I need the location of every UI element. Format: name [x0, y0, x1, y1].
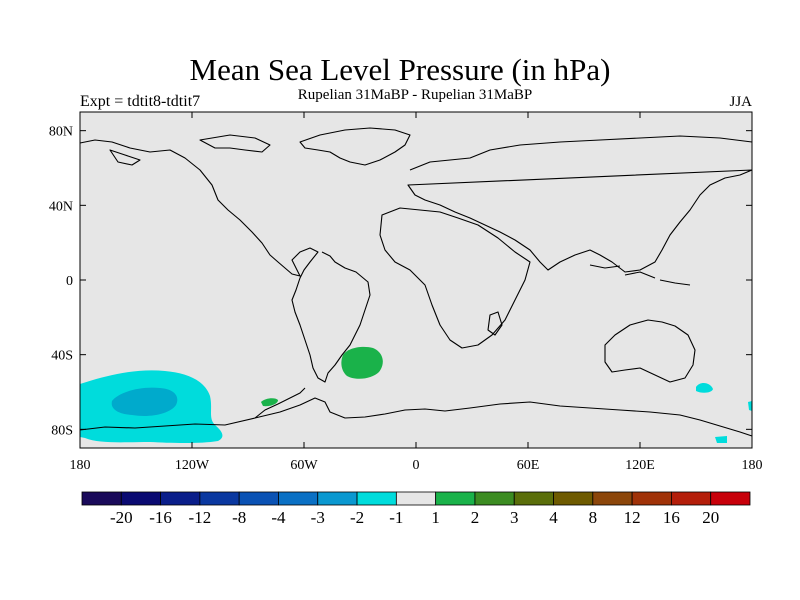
x-tick-label: 0: [413, 458, 420, 473]
coast-africa: [379, 207, 531, 349]
colorbar-swatch: [671, 491, 712, 506]
x-tick-label: 120W: [175, 458, 210, 473]
colorbar-swatch: [317, 491, 358, 506]
colorbar-swatch: [710, 491, 751, 506]
x-tick-label: 180: [70, 458, 91, 473]
colorbar-swatch: [631, 491, 672, 506]
y-tick-label: 40N: [49, 199, 73, 214]
colorbar-label: -1: [389, 508, 403, 527]
x-tick-label: 180: [742, 458, 763, 473]
colorbar-swatch: [278, 491, 319, 506]
colorbar-label: 2: [471, 508, 480, 527]
anomaly-south-atlantic: [341, 346, 383, 379]
colorbar-label: 4: [549, 508, 558, 527]
colorbar-swatch: [474, 491, 515, 506]
colorbar: -20 -16 -12 -8 -4 -3 -2 -1 1 2 3 4 8 12 16 20: [81, 491, 751, 527]
anomaly-drake-passage: [261, 398, 278, 407]
colorbar-swatch: [356, 491, 397, 506]
map-title: Mean Sea Level Pressure (in hPa): [189, 52, 611, 87]
colorbar-label: -16: [149, 508, 172, 527]
colorbar-label: 3: [510, 508, 519, 527]
coast-australia: [604, 319, 696, 383]
colorbar-label: -3: [311, 508, 325, 527]
colorbar-swatch: [395, 491, 437, 506]
season-label: JJA: [729, 94, 752, 110]
colorbar-swatch: [553, 491, 594, 506]
colorbar-swatch: [592, 491, 633, 506]
axis-ticks: 180 120W 60W 0 60E 120E 180 80N 40N 0 40S 80S: [49, 112, 763, 473]
x-tick-label: 120E: [625, 458, 655, 473]
colorbar-swatch: [435, 491, 476, 506]
coast-arctic-islands: [109, 134, 271, 166]
coast-greenland: [299, 127, 411, 166]
coast-indonesia: [589, 264, 691, 286]
colorbar-label: -2: [350, 508, 364, 527]
coast-antarctic-peninsula: [254, 387, 306, 419]
y-tick-label: 0: [66, 274, 73, 289]
colorbar-swatch: [160, 491, 201, 506]
colorbar-label: -4: [271, 508, 286, 527]
map-subtitle: Rupelian 31MaBP - Rupelian 31MaBP: [297, 87, 533, 103]
anomaly-east-edge: [748, 401, 752, 411]
y-tick-label: 80S: [51, 423, 73, 438]
x-tick-label: 60E: [517, 458, 540, 473]
colorbar-swatch: [238, 491, 279, 506]
experiment-label: Expt = tdtit8-tdtit7: [80, 93, 201, 110]
coastlines: [79, 127, 753, 437]
anomaly-south-pacific-core: [111, 387, 178, 416]
colorbar-label: -12: [189, 508, 212, 527]
coast-madagascar: [487, 311, 503, 336]
colorbar-label: 8: [589, 508, 598, 527]
y-tick-label: 40S: [51, 349, 73, 364]
colorbar-swatch: [199, 491, 240, 506]
y-tick-label: 80N: [49, 125, 73, 140]
coast-eurasia: [407, 135, 753, 273]
anomaly-antarctic-coast: [715, 436, 727, 443]
colorbar-label: 12: [624, 508, 641, 527]
x-tick-label: 60W: [290, 458, 318, 473]
colorbar-label: -20: [110, 508, 133, 527]
colorbar-swatch: [81, 491, 122, 506]
colorbar-swatch: [513, 491, 554, 506]
colorbar-label: -8: [232, 508, 246, 527]
coast-north-america: [79, 139, 371, 383]
colorbar-label: 20: [702, 508, 719, 527]
colorbar-label: 16: [663, 508, 680, 527]
colorbar-label: 1: [431, 508, 440, 527]
colorbar-swatch: [120, 491, 161, 506]
anomaly-tasman: [696, 383, 713, 393]
coast-antarctica: [79, 397, 753, 437]
